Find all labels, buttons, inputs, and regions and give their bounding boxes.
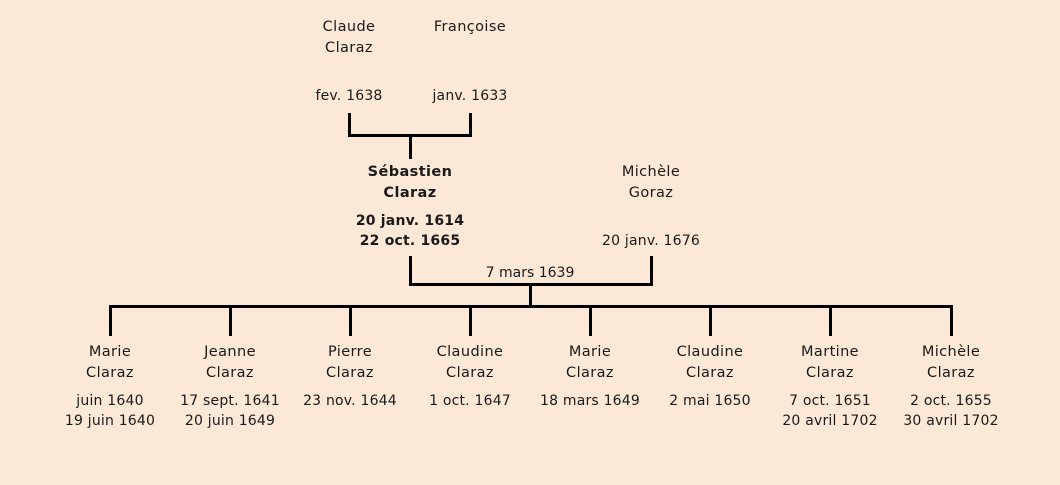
person-given-name: Jeanne [204, 344, 256, 360]
person-given-name: Claude [322, 19, 376, 35]
person-francoise[interactable]: Françoise [434, 20, 506, 41]
person-birth-date: juin 1640 [76, 393, 144, 409]
person-surname: Goraz [628, 184, 674, 201]
person-sebastien-claraz[interactable]: Sébastien Claraz [368, 165, 453, 200]
person-death-date: 20 avril 1702 [782, 413, 878, 429]
person-child-marie-1640[interactable]: Marie Claraz [86, 345, 134, 380]
person-surname: Claraz [206, 364, 254, 381]
person-child-marie-1649[interactable]: Marie Claraz [566, 345, 614, 380]
person-given-name: Pierre [327, 344, 373, 360]
person-birth-date: 18 mars 1649 [539, 393, 641, 409]
connector-child-stem-8 [950, 305, 953, 336]
connector-child-stem-5 [589, 305, 592, 336]
person-date: fev. 1638 [315, 88, 383, 104]
person-child-claudine-1647[interactable]: Claudine Claraz [437, 345, 504, 380]
person-given-name: Françoise [433, 19, 507, 35]
person-child-michele-1655[interactable]: Michèle Claraz [922, 345, 980, 380]
person-surname: Claraz [326, 364, 374, 381]
person-michele-goraz[interactable]: Michèle Goraz [622, 165, 680, 200]
person-surname: Claraz [566, 364, 614, 381]
person-given-name: Michèle [921, 344, 981, 360]
connector-child-stem-1 [109, 305, 112, 336]
connector-child-stem-2 [229, 305, 232, 336]
person-date: janv. 1633 [432, 88, 508, 104]
person-given-name: Claudine [436, 344, 504, 360]
person-death-date: 22 oct. 1665 [359, 233, 461, 249]
person-given-name: Marie [568, 344, 612, 360]
person-birth-date: 23 nov. 1644 [303, 393, 397, 409]
person-birth-date: 17 sept. 1641 [180, 393, 280, 409]
person-child-claudine-1650-dates: 2 mai 1650 [669, 394, 751, 414]
marriage-date-label: 7 mars 1639 [485, 265, 575, 281]
person-birth-date: 2 mai 1650 [669, 393, 751, 409]
person-given-name: Michèle [621, 164, 681, 180]
person-surname: Claraz [806, 364, 854, 381]
person-birth-date [602, 214, 700, 228]
person-birth-date: 20 janv. 1614 [355, 213, 465, 229]
connector-grandparents-drop [409, 134, 412, 159]
person-birth-date: 7 oct. 1651 [789, 393, 871, 409]
person-surname: Claraz [325, 39, 373, 56]
connector-child-stem-7 [829, 305, 832, 336]
person-claude-claraz[interactable]: Claude Claraz [323, 20, 376, 55]
connector-child-stem-3 [349, 305, 352, 336]
person-sebastien-claraz-dates: 20 janv. 1614 22 oct. 1665 [356, 214, 464, 248]
person-child-marie-1649-dates: 18 mars 1649 [540, 394, 640, 414]
connector-marriage-drop [529, 283, 532, 307]
person-death-date: 19 juin 1640 [64, 413, 156, 429]
person-death-date: 20 janv. 1676 [602, 233, 700, 249]
person-death-date: 30 avril 1702 [903, 413, 999, 429]
person-given-name: Martine [801, 344, 859, 360]
person-given-name: Sébastien [367, 164, 453, 180]
person-child-pierre-1644-dates: 23 nov. 1644 [303, 394, 397, 414]
person-child-claudine-1647-dates: 1 oct. 1647 [429, 394, 511, 414]
person-surname: Claraz [86, 364, 134, 381]
person-surname: Claraz [927, 364, 975, 381]
person-child-martine-1651[interactable]: Martine Claraz [801, 345, 859, 380]
connector-child-stem-6 [709, 305, 712, 336]
person-claude-claraz-date: fev. 1638 [315, 89, 382, 103]
connector-children-bar [109, 305, 953, 308]
person-child-martine-1651-dates: 7 oct. 1651 20 avril 1702 [782, 394, 877, 428]
person-surname: Claraz [446, 364, 494, 381]
person-birth-date: 1 oct. 1647 [429, 393, 511, 409]
connector-sebastien-stem [409, 256, 412, 286]
person-child-jeanne-1641-dates: 17 sept. 1641 20 juin 1649 [180, 394, 280, 428]
person-surname: Claraz [383, 184, 437, 201]
person-child-michele-1655-dates: 2 oct. 1655 30 avril 1702 [903, 394, 998, 428]
person-michele-goraz-dates: 20 janv. 1676 [602, 214, 700, 248]
person-child-pierre-1644[interactable]: Pierre Claraz [326, 345, 374, 380]
person-birth-date: 2 oct. 1655 [910, 393, 992, 409]
person-given-name: Marie [88, 344, 132, 360]
connector-claude-stem [348, 113, 351, 137]
connector-michele-stem [650, 256, 653, 286]
person-surname: Claraz [686, 364, 734, 381]
person-child-claudine-1650[interactable]: Claudine Claraz [677, 345, 744, 380]
person-child-marie-1640-dates: juin 1640 19 juin 1640 [65, 394, 155, 428]
connector-francoise-stem [469, 113, 472, 137]
person-given-name: Claudine [676, 344, 744, 360]
person-child-jeanne-1641[interactable]: Jeanne Claraz [204, 345, 256, 380]
connector-child-stem-4 [469, 305, 472, 336]
person-francoise-date: janv. 1633 [432, 89, 507, 103]
person-death-date: 20 juin 1649 [184, 413, 276, 429]
